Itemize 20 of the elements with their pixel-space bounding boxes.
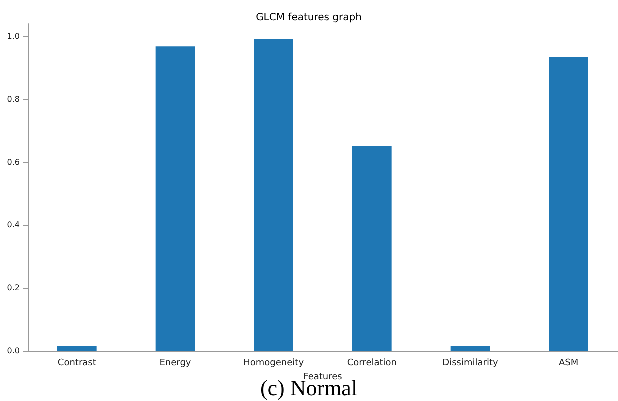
- y-tick-label: 0.4: [7, 220, 20, 230]
- x-axis-title: Features: [304, 372, 343, 382]
- y-tick-label: 1.0: [7, 32, 20, 42]
- bar: [450, 346, 490, 351]
- bar: [58, 346, 97, 351]
- x-tick-label: Correlation: [347, 358, 397, 368]
- y-tick-label: 0.8: [7, 94, 20, 104]
- chart-title: GLCM features graph: [256, 12, 362, 24]
- y-tick-label: 0.6: [7, 158, 20, 167]
- x-tick-label: ASM: [559, 358, 579, 368]
- bar: [254, 39, 294, 351]
- bar: [156, 46, 196, 351]
- x-tick-label: Dissimilarity: [442, 358, 499, 368]
- x-tick-label: Homogeneity: [244, 358, 305, 368]
- bar: [352, 146, 392, 351]
- y-tick-label: 0.0: [7, 346, 20, 356]
- bar: [549, 57, 588, 351]
- x-tick-label: Energy: [160, 358, 192, 368]
- x-tick-label: Contrast: [58, 358, 97, 368]
- y-tick-label: 0.2: [7, 284, 20, 293]
